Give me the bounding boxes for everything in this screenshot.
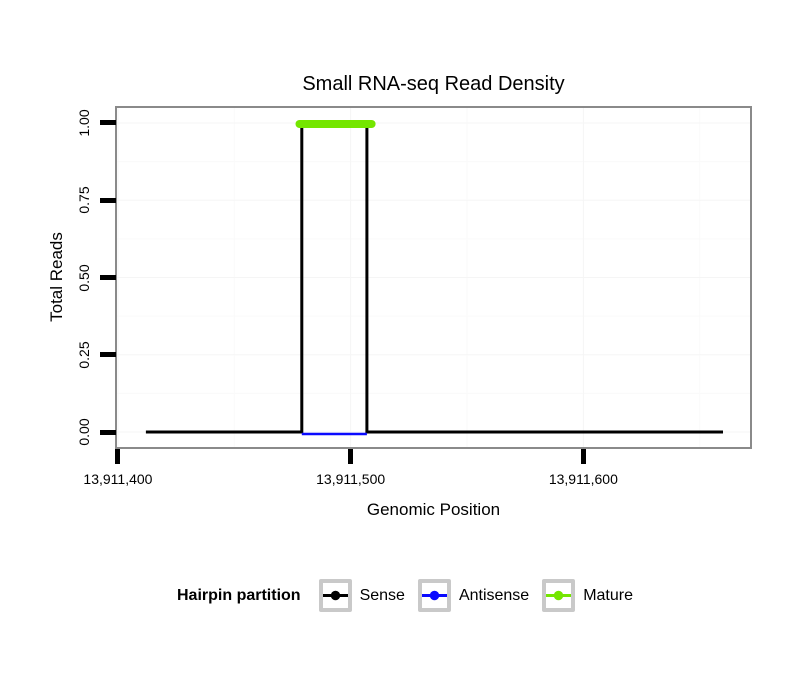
legend-entry-label: Sense (359, 586, 405, 604)
legend-key-glyph (546, 590, 572, 601)
x-tick (115, 449, 121, 464)
legend-key-glyph (421, 590, 447, 601)
y-axis-label: Total Reads (47, 232, 66, 322)
x-tick (580, 449, 586, 464)
legend-key-box (318, 579, 352, 612)
x-axis-label: Genomic Position (366, 500, 501, 519)
legend-key-box (417, 579, 451, 612)
y-tick-label: 0.50 (76, 263, 92, 292)
legend-entry-label: Antisense (458, 586, 530, 604)
x-tick-label: 13,911,400 (83, 471, 153, 487)
y-tick (100, 197, 116, 203)
x-tick-label: 13,911,600 (548, 471, 618, 487)
y-tick (100, 429, 116, 435)
legend-entry-label: Mature (583, 586, 633, 604)
plot-area (117, 108, 750, 447)
legend-key-glyph (322, 590, 348, 601)
y-tick-label: 0.75 (76, 186, 92, 214)
chart-title: Small RNA-seq Read Density (302, 73, 565, 95)
y-tick (100, 120, 116, 126)
y-tick (100, 352, 116, 358)
plot-panel (115, 106, 752, 449)
x-tick-label: 13,911,500 (316, 471, 386, 487)
y-tick-label: 0.25 (76, 341, 92, 369)
legend-key-box (542, 579, 576, 612)
legend: Hairpin partition Sense Antisense Mature (0, 579, 810, 612)
legend-title: Hairpin partition (177, 586, 301, 604)
legend-entry-mature: Mature (542, 579, 633, 612)
x-tick (348, 449, 354, 464)
legend-entry-antisense: Antisense (417, 579, 530, 612)
y-tick (100, 275, 116, 280)
y-tick-label: 0.00 (76, 418, 92, 446)
y-tick-label: 1.00 (76, 109, 92, 137)
legend-entry-sense: Sense (318, 579, 405, 612)
